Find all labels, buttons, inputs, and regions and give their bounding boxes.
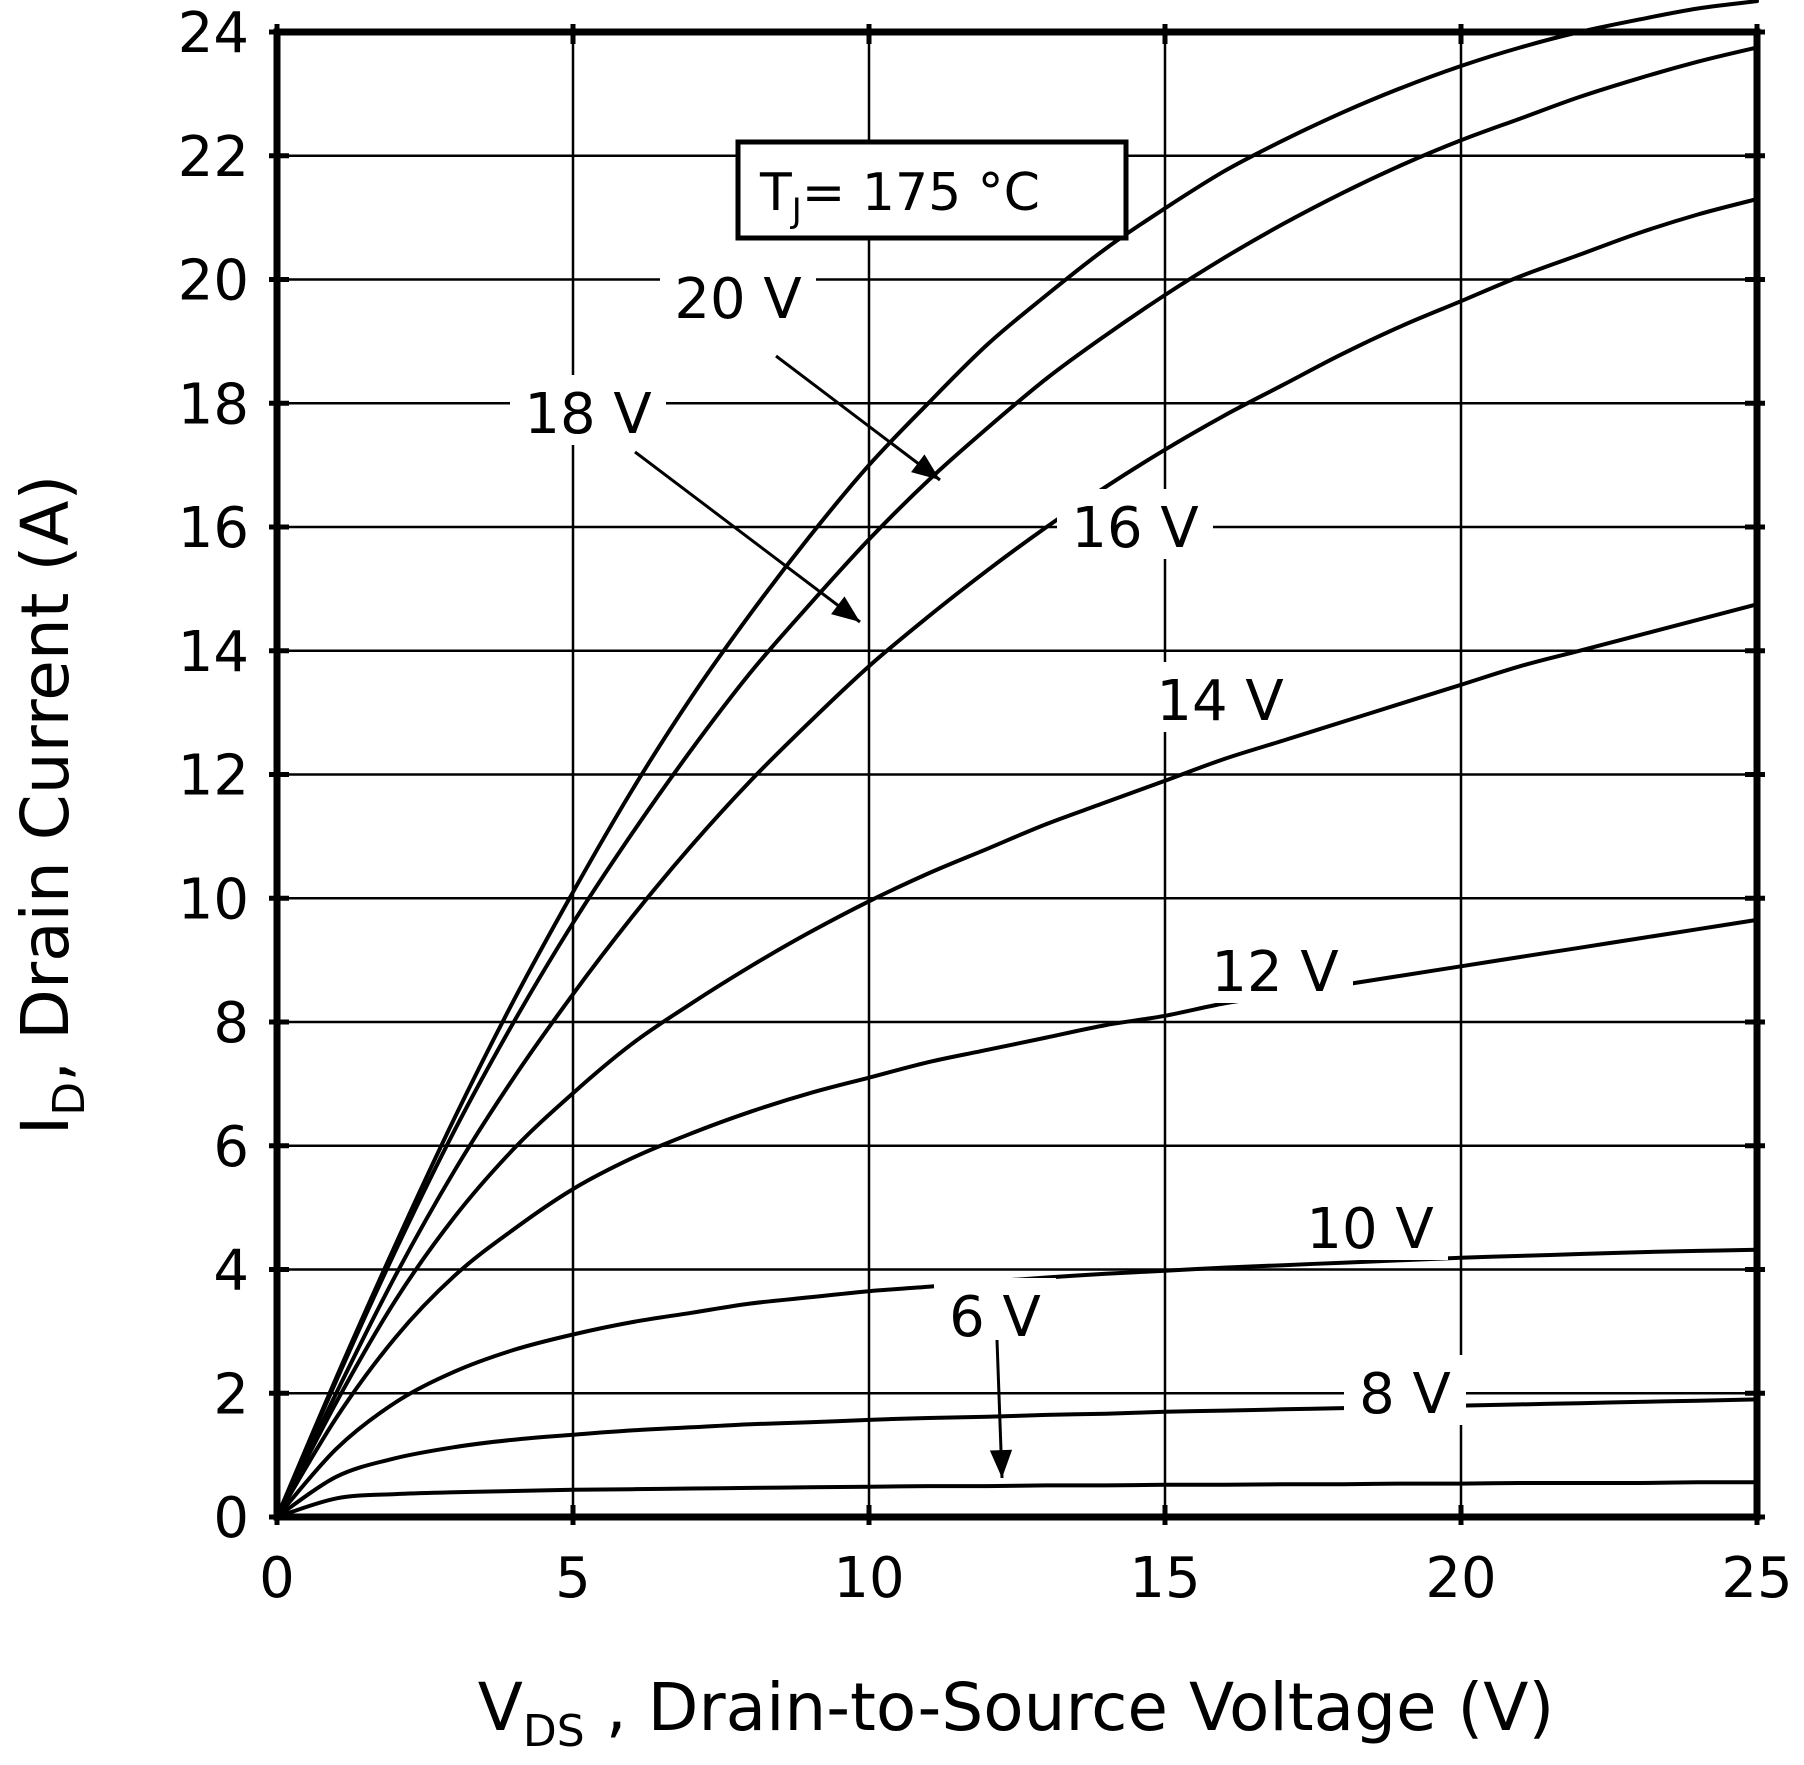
- y-tick-label: 6: [213, 1115, 249, 1180]
- y-tick-label: 12: [178, 744, 249, 809]
- annotation-rest: = 175 °C: [802, 163, 1040, 223]
- y-axis-title-main: I: [7, 1116, 84, 1135]
- series-label-bg: [934, 1278, 1056, 1348]
- x-tick-label: 10: [833, 1546, 904, 1611]
- x-tick-label: 20: [1425, 1546, 1496, 1611]
- x-tick-label: 25: [1721, 1546, 1792, 1611]
- curve-20v: [275, 0, 1759, 1519]
- series-label-20v: 20 V: [674, 267, 801, 332]
- x-tick-label: 0: [259, 1546, 295, 1611]
- y-tick-label: 20: [178, 249, 249, 314]
- series-label-14v: 14 V: [1156, 669, 1283, 734]
- y-tick-label: 18: [178, 372, 249, 437]
- curve-14v: [275, 602, 1759, 1519]
- x-axis-title-main: V: [478, 1669, 523, 1746]
- arrow-head-icon: [831, 596, 860, 622]
- y-axis-title: ID, Drain Current (A): [7, 475, 95, 1135]
- series-label-8v: 8 V: [1359, 1362, 1451, 1427]
- series-label-arrow: [775, 354, 941, 482]
- y-axis-title-sub: D: [44, 1082, 95, 1116]
- curve-16v: [275, 197, 1759, 1519]
- series-label-12v: 12 V: [1211, 940, 1338, 1005]
- y-tick-label: 22: [178, 125, 249, 190]
- y-tick-label: 2: [213, 1362, 249, 1427]
- annotation-box: [735, 139, 1129, 241]
- series-label-bg: [1057, 489, 1213, 559]
- y-tick-label: 14: [178, 620, 249, 685]
- y-tick-label: 10: [178, 867, 249, 932]
- curve-12v: [275, 917, 1759, 1519]
- x-axis-title: VDS , Drain-to-Source Voltage (V): [478, 1669, 1554, 1757]
- series-label-bg: [510, 375, 666, 445]
- series-label-arrow: [634, 450, 861, 624]
- series-label-10v: 10 V: [1306, 1197, 1433, 1262]
- y-axis-title-rest: , Drain Current (A): [7, 475, 84, 1082]
- x-axis-title-rest: , Drain-to-Source Voltage (V): [585, 1669, 1554, 1746]
- x-axis-title-sub: DS: [523, 1706, 585, 1757]
- series-label-bg: [1142, 662, 1298, 732]
- y-tick-label: 0: [213, 1486, 249, 1551]
- x-tick-label: 5: [555, 1546, 591, 1611]
- series-label-16v: 16 V: [1071, 496, 1198, 561]
- curve-18v: [275, 45, 1759, 1519]
- series-label-6v: 6 V: [949, 1285, 1041, 1350]
- curve-8v: [275, 1397, 1759, 1519]
- annotation-main: T: [759, 163, 792, 223]
- annotation-text: TJ= 175 °C: [759, 163, 1040, 231]
- y-tick-label: 8: [213, 991, 249, 1056]
- y-tick-label: 4: [213, 1239, 249, 1304]
- y-tick-label: 16: [178, 496, 249, 561]
- series-label-bg: [1344, 1355, 1466, 1425]
- x-tick-label: 15: [1129, 1546, 1200, 1611]
- series-labels: 20 V 18 V 16 V 14 V 12 V 10 V 8 V 6 V: [510, 260, 1466, 1479]
- series-label-bg: [1292, 1190, 1448, 1260]
- series-label-18v: 18 V: [524, 382, 651, 447]
- annotation-sub: J: [790, 191, 802, 231]
- curve-6v: [275, 1480, 1759, 1519]
- series-label-bg: [1197, 933, 1353, 1003]
- series-label-bg: [660, 260, 816, 330]
- y-tick-label: 24: [178, 1, 249, 66]
- arrow-head-icon: [911, 454, 940, 480]
- arrow-head-icon: [989, 1449, 1013, 1478]
